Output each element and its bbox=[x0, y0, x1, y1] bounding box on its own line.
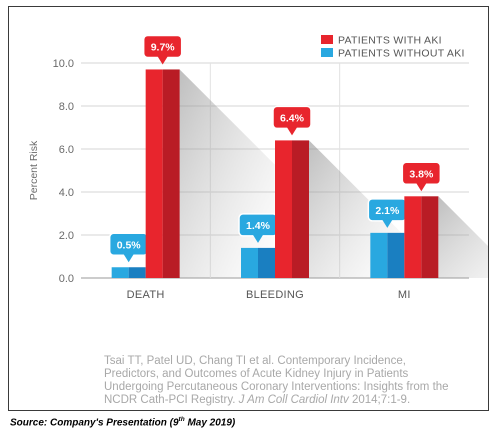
bar-side bbox=[387, 232, 405, 278]
bar-shadow bbox=[438, 196, 488, 278]
source-note: Source: Company's Presentation (9th May … bbox=[10, 416, 235, 428]
source-prefix: Source: Company's Presentation (9 bbox=[10, 417, 179, 429]
data-label: 1.4% bbox=[246, 220, 271, 232]
data-label-pointer bbox=[253, 234, 263, 243]
bar-side bbox=[128, 267, 146, 278]
citation-text: Tsai TT, Patel UD, Chang TI et al. Conte… bbox=[104, 355, 449, 406]
y-tick-label: 0.0 bbox=[59, 273, 74, 285]
chart-frame: Percent Risk 0.0 2.0 4.0 6.0 8.0 10.0 0.5% 9.7% D… bbox=[8, 6, 489, 411]
legend-label: PATIENTS WITH AKI bbox=[338, 35, 442, 47]
data-label-pointer bbox=[157, 56, 168, 65]
bar-side bbox=[421, 196, 439, 278]
data-label-pointer bbox=[416, 183, 427, 192]
x-category-label: DEATH bbox=[127, 289, 165, 301]
citation-journal: J Am Coll Cardiol Intv bbox=[238, 394, 349, 406]
data-label: 2.1% bbox=[375, 205, 400, 217]
y-tick-label: 2.0 bbox=[59, 230, 74, 242]
y-tick-label: 4.0 bbox=[59, 187, 74, 199]
bar-shadow bbox=[179, 69, 275, 278]
legend-swatch bbox=[321, 48, 333, 57]
data-label-pointer bbox=[287, 127, 297, 136]
bar-patients-without-aki bbox=[370, 232, 388, 278]
y-tick-label: 10.0 bbox=[53, 58, 74, 70]
y-tick-label: 8.0 bbox=[59, 101, 74, 113]
data-label: 6.4% bbox=[280, 112, 305, 124]
citation: Tsai TT, Patel UD, Chang TI et al. Conte… bbox=[104, 355, 464, 407]
x-category-label: MI bbox=[398, 289, 411, 301]
bar-patients-without-aki bbox=[111, 267, 129, 278]
x-category-label: BLEEDING bbox=[246, 289, 304, 301]
legend-swatch bbox=[321, 35, 333, 44]
bar-patients-with-aki bbox=[275, 140, 292, 278]
bar-patients-without-aki bbox=[241, 247, 258, 278]
source-suffix: May 2019) bbox=[184, 417, 236, 429]
data-label-pointer bbox=[123, 254, 134, 263]
citation-tail: 2014;7:1-9. bbox=[348, 394, 411, 406]
data-label: 3.8% bbox=[409, 168, 434, 180]
bar-side bbox=[162, 69, 180, 278]
bar-chart: Percent Risk 0.0 2.0 4.0 6.0 8.0 10.0 0.5% 9.7% D… bbox=[28, 35, 488, 301]
bar-side bbox=[292, 140, 309, 278]
data-label-pointer bbox=[382, 219, 393, 228]
bar-side bbox=[258, 247, 275, 278]
y-tick-label: 6.0 bbox=[59, 144, 74, 156]
bar-patients-with-aki bbox=[145, 69, 163, 278]
data-label: 9.7% bbox=[151, 41, 176, 53]
source-sup: th bbox=[178, 416, 185, 423]
data-label: 0.5% bbox=[117, 239, 142, 251]
bar-patients-with-aki bbox=[404, 196, 422, 278]
y-axis-title: Percent Risk bbox=[28, 140, 40, 200]
legend-label: PATIENTS WITHOUT AKI bbox=[338, 48, 465, 60]
